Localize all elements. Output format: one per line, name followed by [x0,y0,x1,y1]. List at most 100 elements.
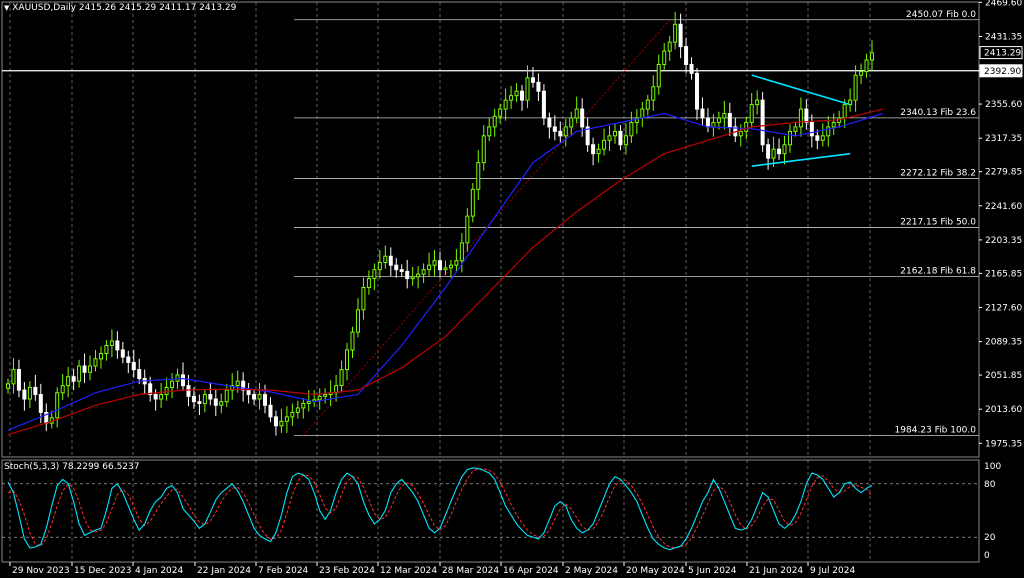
stoch-tick-label: 80 [984,480,996,490]
candle-body [317,395,322,401]
candle-body [115,340,120,351]
candle-body [842,104,847,119]
candle-body [678,23,683,48]
candle-body [345,349,350,371]
candle-body [727,113,732,128]
candle-body [416,273,421,278]
time-axis: 29 Nov 2023 15 Dec 2023 4 Jan 2024 22 Jan 2… [9,562,855,576]
triangle-trendline[interactable] [751,74,851,106]
candle-body [246,389,251,396]
candle-body [459,242,464,262]
candle-body [98,353,103,360]
moving-averages [7,108,884,436]
price-tick-label: 2355.60 [985,100,1022,110]
candle-body [612,130,617,137]
fib-level-label: 2272.12 Fib 38.2 [900,169,976,179]
candle-body [290,411,295,418]
fib-level-label: 2340.13 Fib 23.6 [900,108,976,118]
candle-body [700,108,705,119]
candle-body [793,126,798,132]
candle-body [629,121,634,137]
candle-body [514,90,519,97]
candle-body [454,260,459,266]
candle-body [705,117,710,128]
fib-level-label: 2162.18 Fib 61.8 [900,267,976,277]
candle-body [388,255,393,266]
price-box [979,64,1023,78]
candle-body [689,63,694,74]
price-grid [1,1,980,458]
candle-body [22,389,27,400]
candle-body [191,395,196,403]
price-tick-label: 2431.35 [985,32,1022,42]
symbol-header: ▼ XAUUSD,Daily 2415.26 2415.29 2411.17 2… [4,3,236,13]
candle-body [77,365,82,382]
candle-body [787,130,792,146]
candle-body [607,135,612,141]
candle-body [88,365,93,373]
candle-body [662,50,667,65]
symbol-dropdown-icon[interactable]: ▼ [4,4,10,12]
candle-body [126,356,131,363]
candle-body [355,309,360,333]
candle-body [263,394,268,406]
triangle-trendline[interactable] [751,152,851,167]
candle-body [153,394,158,400]
candle-body [651,86,656,101]
time-tick-label: 16 Apr 2024 [503,566,559,576]
symbol-label: XAUUSD,Daily [12,3,77,13]
price-box-label: 2392.90 [984,67,1021,77]
price-tick-label: 2241.60 [985,202,1022,212]
candle-body [591,144,596,155]
candle-body [295,407,300,413]
candle-body [410,276,415,280]
candle-body [219,401,224,406]
stoch-header: Stoch(5,3,3) 78.2299 66.5237 [4,462,139,472]
candle-body [148,383,153,396]
time-tick-label: 5 Jun 2024 [688,566,737,576]
candle-body [569,117,574,128]
candle-body [180,374,185,387]
candle-body [421,269,426,275]
candle-body [394,264,399,271]
candle-body [782,144,787,155]
candle-body [481,135,486,164]
time-tick-label: 22 Jan 2024 [197,566,251,576]
candle-body [170,380,175,388]
candle-body [235,380,240,387]
candle-body [399,269,404,272]
candle-body [175,374,180,382]
candle-body [427,264,432,271]
stoch-tick-label: 20 [984,533,996,543]
candle-body [443,267,448,271]
candle-body [738,130,743,137]
candle-body [273,416,278,427]
candle-body [252,394,257,400]
candle-body [164,386,169,396]
candle-body [323,394,328,397]
candle-body [563,126,568,137]
candle-body [11,369,16,385]
candle-body [602,139,607,150]
candle-body [437,260,443,271]
candle-body [596,148,601,155]
candle-body [580,108,585,128]
fib-trendline[interactable] [302,19,670,436]
fibonacci-retracement[interactable]: 2450.07 Fib 0.0 2340.13 Fib 23.6 2272.12 F… [294,10,979,436]
candle-body [722,113,727,119]
candle-body [711,121,716,128]
candle-body [640,108,645,119]
candle-body [350,331,355,351]
candle-body [104,344,109,355]
candle-body [869,52,875,61]
triangle-pattern[interactable] [751,74,851,167]
candle-body [716,117,721,123]
candle-body [585,126,590,146]
candle-body [279,420,284,427]
candle-body [673,23,678,43]
price-tick-label: 2469.60 [985,0,1022,8]
candle-body [777,148,782,155]
price-tick-label: 2165.85 [985,269,1022,279]
candle-body [695,72,700,110]
candle-body [71,376,76,382]
